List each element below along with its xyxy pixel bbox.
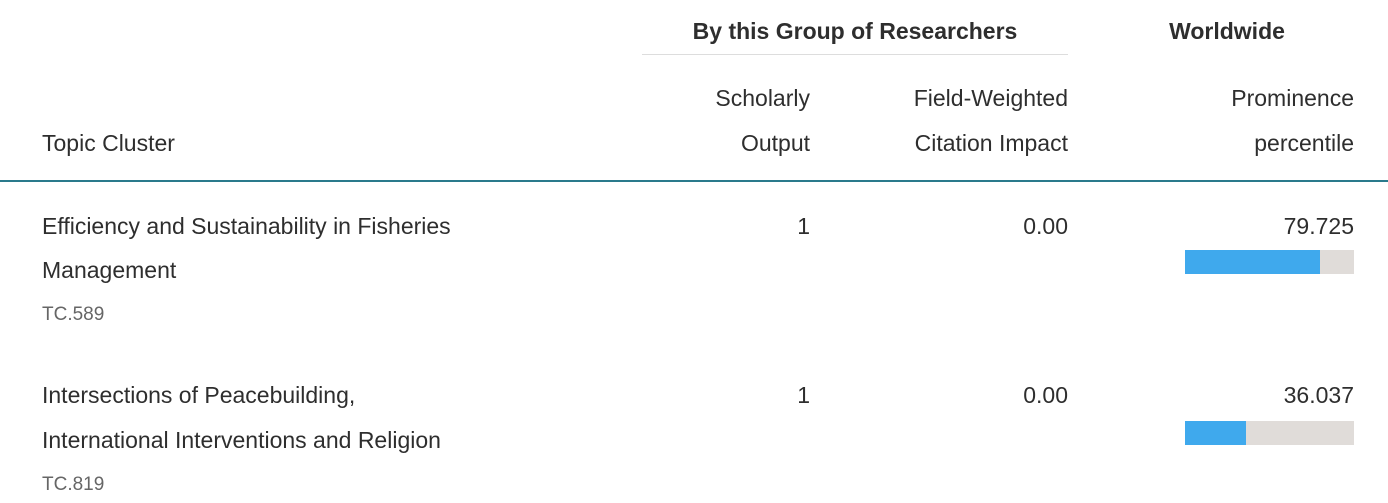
column-header: Output: [740, 130, 810, 156]
scholarly-output: 1: [797, 213, 810, 239]
topic-code: TC.819: [42, 474, 105, 495]
column-header: percentile: [1254, 130, 1354, 156]
topic-code: TC.589: [42, 304, 105, 325]
group-header: Worldwide: [1169, 18, 1285, 44]
group-header: By this Group of Researchers: [692, 18, 1018, 44]
bar-track: [1185, 421, 1354, 445]
column-header: Prominence: [1231, 85, 1354, 111]
prominence-bar: [1185, 421, 1246, 445]
scholarly-output: 1: [797, 382, 810, 408]
topic-name: Efficiency and Sustainability in Fisheri…: [42, 213, 451, 239]
column-header: Scholarly: [715, 85, 810, 111]
topic-name: Management: [42, 257, 177, 283]
topic-name: Intersections of Peacebuilding,: [42, 382, 356, 408]
header-rule: [0, 180, 1388, 182]
column-header: Topic Cluster: [42, 130, 175, 156]
bar-track: [1185, 250, 1354, 274]
group-underline: [642, 54, 1068, 55]
prominence: 36.037: [1283, 382, 1354, 408]
fwci: 0.00: [1023, 382, 1068, 408]
topic-name: International Interventions and Religion: [42, 427, 441, 453]
prominence-bar: [1185, 250, 1320, 274]
prominence: 79.725: [1283, 213, 1354, 239]
column-header: Field-Weighted: [913, 85, 1068, 111]
fwci: 0.00: [1023, 213, 1068, 239]
column-header: Citation Impact: [914, 130, 1068, 156]
